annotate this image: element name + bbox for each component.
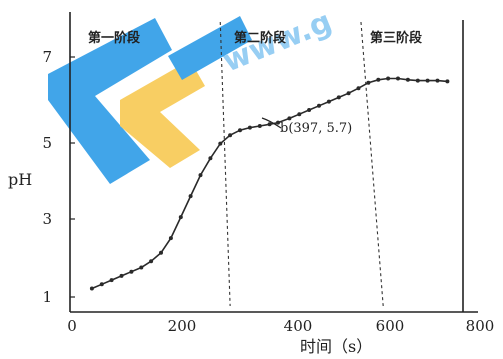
data-point-16 [238,128,242,133]
data-point-15 [228,133,233,138]
data-point-37 [445,79,450,84]
data-point-29 [366,80,371,85]
data-point-6 [139,265,144,270]
data-point-18 [257,124,262,128]
x-tick-label-0: 0 [67,317,77,335]
data-point-1 [89,286,94,291]
axis-ticks: 0 200 400 600 800 1 3 5 7 [42,48,494,335]
data-point-21 [287,116,292,121]
data-point-22 [297,112,302,117]
stage-boundary-1 [219,21,231,307]
stage-label-1: 第一阶段 [88,30,140,46]
series-layer [89,76,450,291]
data-point-31 [386,76,391,81]
data-point-4 [119,273,124,278]
stage-boundaries [219,21,384,307]
x-axis-label: 时间（s） [300,337,372,356]
data-point-34 [415,78,420,83]
data-point-33 [405,77,410,82]
x-tick-label-200: 200 [168,317,197,335]
annotation-label: b(397, 5.7) [280,121,352,136]
y-tick-label-7: 7 [42,48,52,66]
x-tick-label-800: 800 [466,317,495,335]
data-point-30 [376,77,381,82]
watermark-blue-chevron [48,18,172,184]
data-point-2 [99,282,104,287]
y-tick-label-3: 3 [42,210,52,228]
data-point-17 [247,125,252,130]
data-point-8 [159,250,163,255]
data-point-13 [208,156,213,161]
stage-label-2: 第二阶段 [234,30,286,46]
data-point-11 [188,194,193,199]
data-point-9 [168,236,173,241]
annotation-leader [261,117,282,129]
data-point-28 [356,86,361,91]
data-point-5 [129,269,134,274]
x-tick-label-400: 400 [284,317,313,335]
plot-frame [69,12,478,313]
data-point-32 [396,76,400,81]
data-point-26 [336,95,341,100]
data-point-25 [326,99,331,104]
data-point-19 [267,122,272,127]
data-point-3 [109,278,114,283]
data-point-10 [178,215,183,220]
y-axis-label: pH [8,170,32,189]
x-tick-label-600: 600 [376,317,405,335]
data-point-36 [435,78,440,83]
data-point-20 [276,120,280,125]
watermark-yellow-chevron [120,60,205,168]
watermark-blue-shape [168,16,252,80]
data-point-24 [317,103,321,108]
y-tick-label-5: 5 [42,134,52,152]
stage-label-3: 第三阶段 [370,30,422,46]
stage-boundary-2 [360,21,384,307]
data-point-14 [218,141,223,146]
data-point-12 [198,173,203,178]
data-point-27 [346,91,351,96]
y-tick-label-1: 1 [42,288,52,306]
data-point-7 [149,259,154,264]
data-point-35 [425,78,430,83]
data-point-23 [307,108,312,112]
